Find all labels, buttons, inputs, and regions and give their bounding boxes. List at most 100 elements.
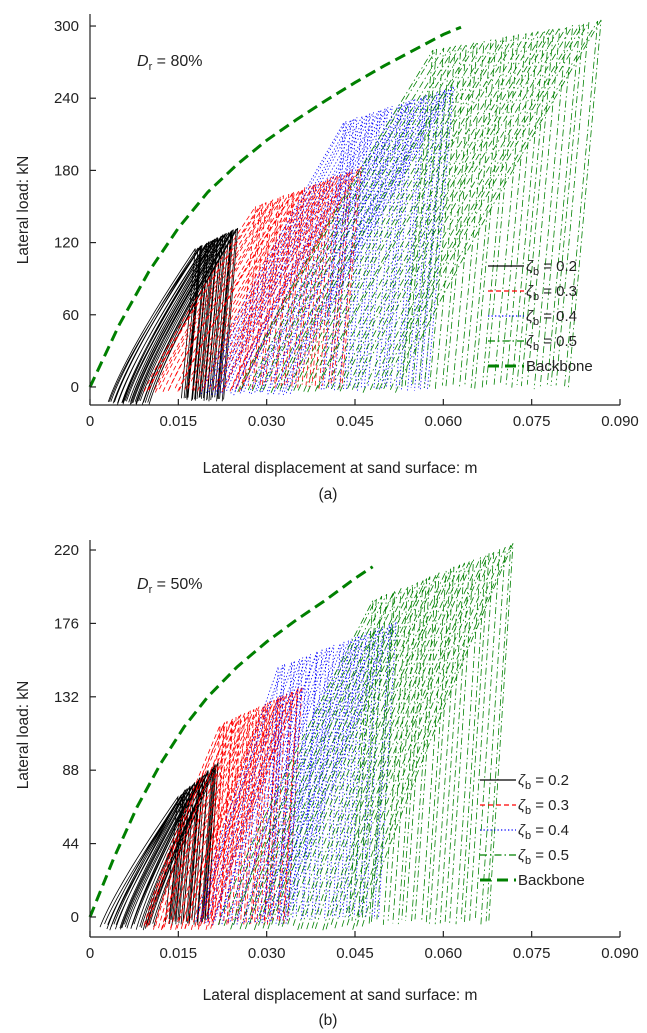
series-dashdot-zeta-5-a	[237, 19, 602, 393]
legend-item-zeta-b: ζb = 0.5	[480, 847, 569, 867]
legend-label-a: ζb = 0.4	[526, 308, 577, 328]
legend-label-a: Backbone	[526, 358, 593, 375]
legend-value-a: = 0.2	[539, 258, 577, 275]
x-tick-label-b: 0.060	[425, 945, 463, 962]
ylabel-a: Lateral load: kN	[15, 156, 32, 265]
y-tick-label-b: 0	[71, 909, 79, 926]
y-tick-label-a: 180	[54, 162, 79, 179]
chart-panel-a: 0 0.015 0.030 0.045 0.060 0.075 0.090 0 60 120 180…	[15, 14, 639, 503]
y-tick-label-a: 120	[54, 235, 79, 252]
y-tick-label-a: 300	[54, 18, 79, 35]
legend-item-zeta-b: ζb = 0.3	[480, 797, 569, 817]
dr-symbol-b: D	[137, 576, 149, 593]
x-tick-label-b: 0.045	[336, 945, 374, 962]
legend-symbol-b: ζ	[518, 822, 526, 839]
legend-subscript-b: b	[525, 805, 531, 817]
series-solid-zeta-2-a	[107, 227, 239, 406]
legend-item-zeta-a: ζb = 0.4	[488, 308, 577, 328]
y-tick-label-b: 176	[54, 615, 79, 632]
backbone-curve-a	[88, 25, 462, 388]
legend-value-a: = 0.5	[539, 333, 577, 350]
legend-item-zeta-b: ζb = 0.2	[480, 772, 569, 792]
x-tick-label-b: 0.015	[160, 945, 198, 962]
xlabel-b: Lateral displacement at sand surface: m	[203, 987, 478, 1004]
legend-value-a: = 0.3	[539, 283, 577, 300]
x-tick-label-a: 0.015	[160, 413, 198, 430]
ticks-b: 0 0.015 0.030 0.045 0.060 0.075 0.090 0 44 88 132 1…	[54, 542, 639, 962]
ylabel-b: Lateral load: kN	[15, 681, 32, 790]
x-tick-label-a: 0.045	[336, 413, 374, 430]
legend-symbol-a: ζ	[526, 333, 534, 350]
legend-subscript-a: b	[533, 291, 539, 303]
series-solid-zeta-2-b	[99, 761, 219, 931]
y-tick-label-b: 132	[54, 689, 79, 706]
x-tick-label-b: 0	[86, 945, 94, 962]
y-tick-label-a: 240	[54, 90, 79, 107]
hysteresis-loops-5-b	[217, 543, 514, 931]
x-tick-label-a: 0.090	[601, 413, 639, 430]
legend-subscript-a: b	[533, 341, 539, 353]
chart-panel-b: 0 0.015 0.030 0.045 0.060 0.075 0.090 0 44 88 132 1…	[15, 540, 639, 1029]
series-dotted-zeta-4-b	[195, 621, 397, 926]
legend-item-backbone-a: Backbone	[488, 358, 593, 375]
x-tick-label-a: 0.030	[248, 413, 286, 430]
legend-label-a: ζb = 0.3	[526, 283, 577, 303]
dr-value-b: = 50%	[152, 576, 202, 593]
legend-symbol-a: ζ	[526, 258, 534, 275]
legend-value-a: = 0.4	[539, 308, 577, 325]
x-tick-label-a: 0.060	[425, 413, 463, 430]
legend-subscript-b: b	[525, 780, 531, 792]
y-tick-label-b: 44	[62, 836, 79, 853]
legend-symbol-a: ζ	[526, 283, 534, 300]
series-dashed-zeta-3-b	[143, 686, 303, 931]
legend-symbol-b: ζ	[518, 847, 526, 864]
dr-value-a: = 80%	[152, 53, 202, 70]
legend-symbol-b: ζ	[518, 772, 526, 789]
legend-item-zeta-a: ζb = 0.2	[488, 258, 577, 278]
x-tick-label-b: 0.030	[248, 945, 286, 962]
legend-label-b: ζb = 0.3	[518, 797, 569, 817]
hysteresis-loops-4-b	[195, 621, 397, 926]
y-tick-label-a: 0	[71, 379, 79, 396]
panel-label-a: (a)	[319, 486, 338, 503]
legend-subscript-a: b	[533, 266, 539, 278]
legend-label-b: ζb = 0.2	[518, 772, 569, 792]
dr-subscript-a: r	[149, 61, 153, 73]
series-dashdot-zeta-5-b	[217, 543, 514, 931]
panel-label-b: (b)	[319, 1012, 338, 1029]
x-tick-label-a: 0	[86, 413, 94, 430]
legend-label-a: ζb = 0.2	[526, 258, 577, 278]
series-layer-b	[88, 543, 514, 931]
dr-annotation-a: Dr = 80%	[137, 53, 203, 73]
dr-annotation-b: Dr = 50%	[137, 576, 203, 596]
legend-value-b: = 0.2	[531, 772, 569, 789]
y-tick-label-b: 220	[54, 542, 79, 559]
dr-symbol-a: D	[137, 53, 149, 70]
legend-symbol-a: ζ	[526, 308, 534, 325]
legend-label-b: ζb = 0.5	[518, 847, 569, 867]
hysteresis-loops-3-b	[143, 686, 303, 931]
x-tick-label-b: 0.090	[601, 945, 639, 962]
legend-value-b: = 0.3	[531, 797, 569, 814]
ticks-a: 0 0.015 0.030 0.045 0.060 0.075 0.090 0 60 120 180…	[54, 18, 639, 430]
legend-subscript-a: b	[533, 316, 539, 328]
y-tick-label-a: 60	[62, 307, 79, 324]
x-tick-label-b: 0.075	[513, 945, 551, 962]
hysteresis-loops-3-a	[143, 166, 362, 393]
legend-item-zeta-a: ζb = 0.5	[488, 333, 577, 353]
legend-value-b: = 0.5	[531, 847, 569, 864]
series-dashed-zeta-3-a	[143, 166, 362, 393]
backbone-curve-b	[88, 565, 374, 918]
hysteresis-loops-2-b	[99, 761, 219, 931]
legend-item-zeta-a: ζb = 0.3	[488, 283, 577, 303]
x-tick-label-a: 0.075	[513, 413, 551, 430]
legend-label-a: ζb = 0.5	[526, 333, 577, 353]
legend-item-zeta-b: ζb = 0.4	[480, 822, 569, 842]
xlabel-a: Lateral displacement at sand surface: m	[203, 460, 478, 477]
legend-symbol-b: ζ	[518, 797, 526, 814]
legend-item-backbone-b: Backbone	[480, 872, 585, 889]
legend-subscript-b: b	[525, 855, 531, 867]
